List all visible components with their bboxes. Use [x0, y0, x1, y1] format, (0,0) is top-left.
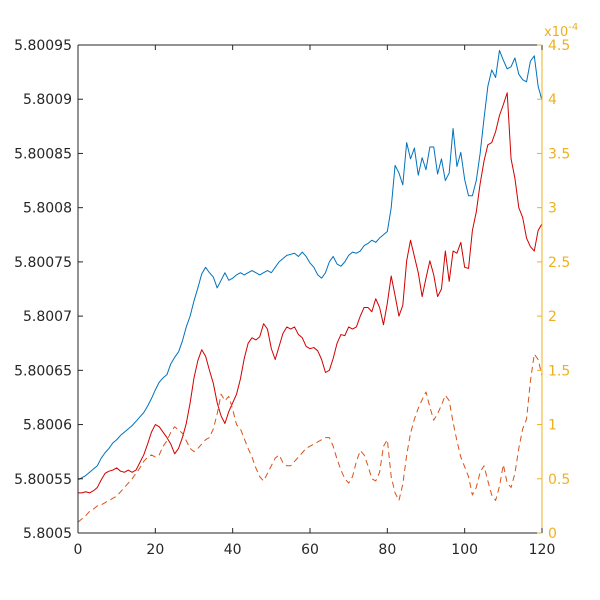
left-y-tick-label: 5.8008 — [23, 201, 72, 217]
right-y-tick-label: 4 — [548, 92, 557, 108]
right-y-tick-label: 1 — [548, 418, 557, 434]
right-y-tick-label: 1.5 — [548, 363, 570, 379]
x-tick-label: 100 — [451, 542, 478, 558]
series-line-3 — [77, 353, 543, 523]
exponent-base: x10 — [544, 25, 568, 40]
left-y-tick-label: 5.80075 — [14, 255, 72, 271]
exponent-power: -4 — [568, 22, 578, 33]
series-line-1 — [77, 49, 543, 481]
right-y-tick-label: 4.5 — [548, 38, 570, 54]
left-y-tick-label: 5.80065 — [14, 363, 72, 379]
right-y-tick-label: 2.5 — [548, 255, 570, 271]
x-tick-label: 120 — [529, 542, 556, 558]
right-y-tick-label: 3.5 — [548, 146, 570, 162]
x-tick-label: 60 — [301, 542, 319, 558]
right-y-tick-label: 2 — [548, 309, 557, 325]
right-y-tick-label: 0.5 — [548, 472, 570, 488]
left-y-tick-label: 5.8007 — [23, 309, 72, 325]
tick-labels-layer: 0 20 40 60 80 100 1205.80055.800555.80065.8006… — [14, 38, 570, 558]
left-y-tick-label: 5.80085 — [14, 146, 72, 162]
x-tick-label: 20 — [146, 542, 164, 558]
x-tick-label: 80 — [378, 542, 396, 558]
left-y-tick-label: 5.8009 — [23, 92, 72, 108]
axes-layer — [77, 44, 543, 534]
series-layer — [77, 49, 543, 523]
x-tick-label: 0 — [74, 542, 83, 558]
series-line-2 — [78, 92, 543, 494]
left-y-tick-label: 5.8006 — [23, 418, 72, 434]
right-y-tick-label: 3 — [548, 201, 557, 217]
left-y-tick-label: 5.80095 — [14, 38, 72, 54]
x-tick-label: 40 — [224, 542, 242, 558]
right-axis-exponent: x10-4 — [544, 22, 578, 40]
left-y-tick-label: 5.8005 — [23, 526, 72, 542]
ticks-layer — [77, 44, 543, 534]
left-y-tick-label: 5.80055 — [14, 472, 72, 488]
right-y-tick-label: 0 — [548, 526, 557, 542]
